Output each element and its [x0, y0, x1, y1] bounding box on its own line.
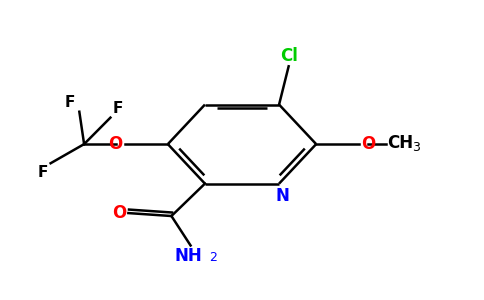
Text: Cl: Cl — [280, 47, 298, 65]
Text: O: O — [362, 135, 376, 153]
Text: F: F — [38, 165, 48, 180]
Text: O: O — [108, 135, 122, 153]
Text: 3: 3 — [412, 141, 420, 154]
Text: CH: CH — [387, 134, 413, 152]
Text: NH: NH — [174, 247, 202, 265]
Text: F: F — [113, 101, 123, 116]
Text: F: F — [64, 95, 75, 110]
Text: N: N — [276, 187, 290, 205]
Text: 2: 2 — [209, 251, 217, 264]
Text: O: O — [112, 204, 126, 222]
